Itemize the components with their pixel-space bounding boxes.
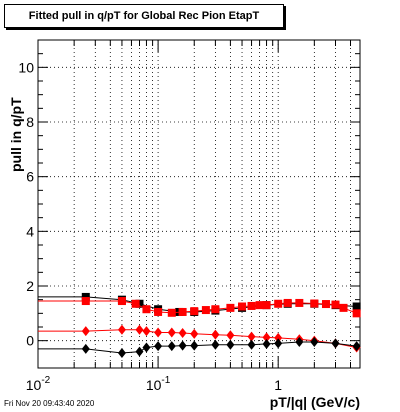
data-point-diamond bbox=[247, 331, 256, 342]
timestamp: Fri Nov 20 09:43:40 2020 bbox=[4, 399, 95, 408]
y-tick-label: 10 bbox=[18, 59, 34, 75]
grid-lines bbox=[37, 40, 360, 368]
data-point-square bbox=[321, 300, 330, 309]
data-point-diamond bbox=[274, 338, 283, 349]
data-point-diamond bbox=[142, 326, 151, 337]
data-point-diamond bbox=[310, 337, 319, 348]
data-point-square bbox=[255, 301, 264, 310]
data-point-diamond bbox=[274, 332, 283, 343]
data-point-square bbox=[226, 303, 235, 312]
x-tick-label: 10-2 bbox=[26, 375, 51, 393]
data-point-square bbox=[295, 298, 304, 307]
data-point-diamond bbox=[226, 330, 235, 341]
y-tick-labels: 0 2 4 6 8 10 bbox=[18, 59, 34, 348]
data-point-diamond bbox=[295, 337, 304, 348]
data-point-diamond bbox=[178, 340, 187, 351]
data-point-square bbox=[262, 301, 271, 310]
data-point-square bbox=[167, 308, 176, 317]
data-point-diamond bbox=[226, 339, 235, 350]
y-axis-label: pull in q/pT bbox=[8, 97, 24, 172]
y-tick-label: 8 bbox=[26, 114, 34, 130]
data-point-square bbox=[81, 297, 90, 306]
data-point-square bbox=[154, 307, 163, 316]
data-point-diamond bbox=[352, 341, 361, 352]
data-point-square bbox=[178, 307, 187, 316]
x-tick-label: 1 bbox=[274, 377, 282, 393]
data-point-square bbox=[283, 298, 292, 307]
data-point-diamond bbox=[331, 338, 340, 349]
data-point-diamond bbox=[154, 327, 163, 338]
plot-frame bbox=[37, 39, 361, 369]
data-point-square bbox=[339, 303, 348, 312]
data-point-diamond bbox=[167, 341, 176, 352]
data-point-square bbox=[274, 299, 283, 308]
data-point-square bbox=[247, 301, 256, 310]
data-point-square bbox=[201, 306, 210, 315]
data-point-diamond bbox=[262, 332, 271, 343]
data-point-diamond bbox=[135, 324, 144, 335]
data-point-diamond bbox=[190, 340, 199, 351]
data-marks bbox=[38, 292, 361, 358]
data-point-diamond bbox=[211, 329, 220, 340]
data-point-square bbox=[331, 300, 340, 309]
data-point-square bbox=[117, 297, 126, 306]
data-point-diamond bbox=[178, 328, 187, 339]
data-point-diamond bbox=[190, 328, 199, 339]
data-point-diamond bbox=[135, 346, 144, 357]
chart-title: Fitted pull in q/pT for Global Rec Pion … bbox=[4, 4, 284, 28]
data-point-diamond bbox=[81, 326, 90, 337]
x-tick-label: 10-1 bbox=[146, 375, 171, 393]
x-axis-label: pT/|q| (GeV/c) bbox=[269, 394, 360, 410]
y-tick-label: 0 bbox=[26, 333, 34, 349]
data-point-square bbox=[211, 305, 220, 314]
data-point-diamond bbox=[117, 347, 126, 358]
data-point-square bbox=[238, 302, 247, 311]
data-point-square bbox=[81, 292, 90, 301]
x-tick-labels: 10-2 10-1 1 bbox=[26, 375, 283, 393]
data-point-square bbox=[142, 305, 151, 314]
data-point-square bbox=[310, 299, 319, 308]
data-point-diamond bbox=[142, 342, 151, 353]
data-point-square bbox=[352, 309, 361, 318]
data-point-diamond bbox=[211, 339, 220, 350]
data-point-diamond bbox=[117, 324, 126, 335]
data-point-diamond bbox=[81, 343, 90, 354]
data-point-diamond bbox=[262, 338, 271, 349]
data-point-diamond bbox=[247, 339, 256, 350]
data-point-square bbox=[131, 299, 140, 308]
y-tick-label: 4 bbox=[26, 223, 34, 239]
data-point-square bbox=[190, 307, 199, 316]
data-point-diamond bbox=[167, 327, 176, 338]
y-tick-label: 6 bbox=[26, 169, 34, 185]
data-point-diamond bbox=[154, 341, 163, 352]
axis-ticks bbox=[37, 40, 360, 368]
y-tick-label: 2 bbox=[26, 278, 34, 294]
data-point-square bbox=[352, 302, 361, 311]
